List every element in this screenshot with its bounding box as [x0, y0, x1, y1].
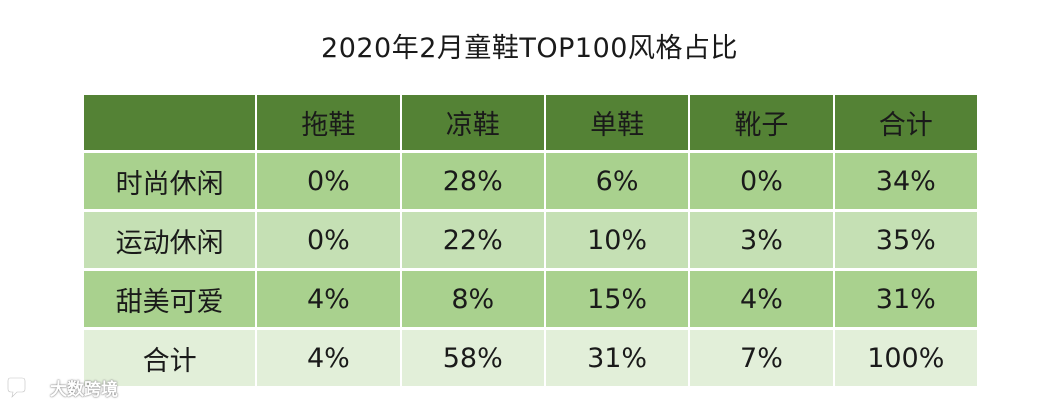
header-cell-boots: 靴子	[690, 95, 833, 150]
total-row: 合计 4% 58% 31% 7% 100%	[84, 330, 977, 386]
row-label: 运动休闲	[84, 212, 256, 268]
table-cell-total: 34%	[834, 153, 977, 209]
table-cell-total: 35%	[834, 212, 977, 268]
table-row: 时尚休闲 0% 28% 6% 0% 34%	[84, 153, 977, 209]
header-corner	[84, 95, 256, 150]
table-cell: 4%	[257, 271, 400, 327]
table-cell: 28%	[401, 153, 544, 209]
table-cell: 8%	[401, 271, 544, 327]
chat-bubble-logo-icon	[6, 374, 46, 400]
style-share-table: 拖鞋 凉鞋 单鞋 靴子 合计 时尚休闲 0% 28% 6% 0% 34% 运动休…	[82, 92, 979, 389]
table-cell: 6%	[545, 153, 689, 209]
table-row: 甜美可爱 4% 8% 15% 4% 31%	[84, 271, 977, 327]
table-row: 运动休闲 0% 22% 10% 3% 35%	[84, 212, 977, 268]
table-title: 2020年2月童鞋TOP100风格占比	[321, 33, 738, 64]
table-cell: 31%	[545, 330, 689, 386]
header-row: 拖鞋 凉鞋 单鞋 靴子 合计	[84, 95, 977, 150]
table-cell-total: 100%	[834, 330, 977, 386]
table-cell: 0%	[690, 153, 833, 209]
header-cell-total: 合计	[834, 95, 977, 150]
watermark-text: 大数跨境	[50, 379, 118, 400]
table-cell: 7%	[690, 330, 833, 386]
header-cell-slippers: 拖鞋	[257, 95, 400, 150]
table-cell: 22%	[401, 212, 544, 268]
row-label: 甜美可爱	[84, 271, 256, 327]
table-cell: 4%	[257, 330, 400, 386]
table-cell: 0%	[257, 212, 400, 268]
row-label: 合计	[84, 330, 256, 386]
row-label: 时尚休闲	[84, 153, 256, 209]
table-cell-total: 31%	[834, 271, 977, 327]
table-cell: 15%	[545, 271, 689, 327]
table-cell: 4%	[690, 271, 833, 327]
table-cell: 3%	[690, 212, 833, 268]
watermark: 大数跨境	[6, 372, 118, 402]
header-cell-single-shoes: 单鞋	[545, 95, 689, 150]
table-cell: 58%	[401, 330, 544, 386]
table-cell: 0%	[257, 153, 400, 209]
table-cell: 10%	[545, 212, 689, 268]
header-cell-sandals: 凉鞋	[401, 95, 544, 150]
